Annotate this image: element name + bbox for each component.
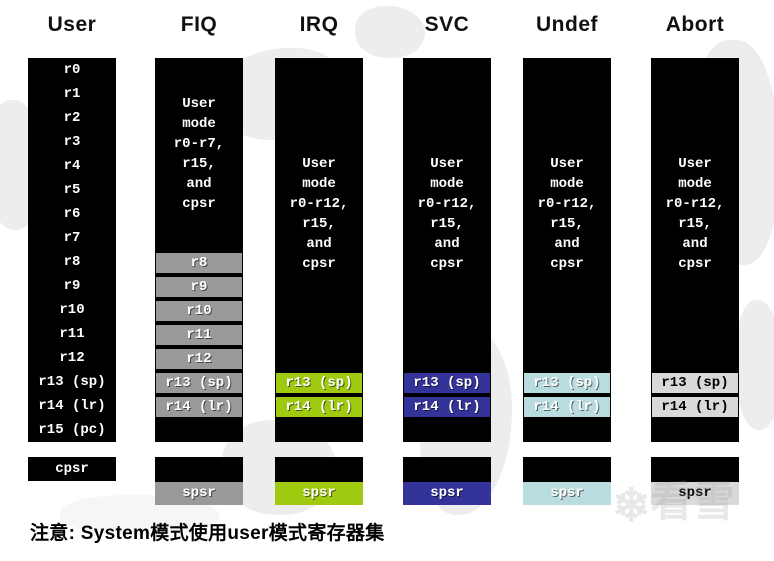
status-box-fiq: spsr	[155, 457, 243, 505]
register-cell-user-3: r3	[63, 134, 81, 150]
register-cell-user-4: r4	[63, 158, 81, 174]
banked-register-irq-1: r14 (lr)	[275, 396, 363, 418]
register-cell-user-14: r14 (lr)	[38, 398, 106, 414]
shared-note-area-svc: User mode r0-r12, r15, and cpsr	[403, 58, 491, 370]
map-watermark-blob	[735, 300, 774, 430]
banked-register-abort-0: r13 (sp)	[651, 372, 739, 394]
register-cell-user-11: r11	[59, 326, 85, 342]
mode-header-abort: Abort	[665, 13, 725, 36]
register-cell-user-6: r6	[63, 206, 81, 222]
register-cell-user-1: r1	[63, 86, 81, 102]
mode-header-undef: Undef	[536, 13, 598, 36]
snowflake-icon: ❄	[612, 478, 651, 531]
shared-note-text-irq: User mode r0-r12, r15, and cpsr	[289, 156, 349, 272]
register-cell-user-12: r12	[59, 350, 85, 366]
spsr-label-fiq: spsr	[155, 481, 243, 505]
banked-register-fiq-2: r10	[155, 300, 243, 322]
banked-register-fiq-3: r11	[155, 324, 243, 346]
mode-column-user: r0 r1 r2 r3 r4 r5 r6 r7 r8 r9 r10 r11 r12 r13 (sp) r14…	[28, 58, 116, 442]
status-box-irq: spsr	[275, 457, 363, 505]
banked-register-fiq-4: r12	[155, 348, 243, 370]
spsr-label-irq: spsr	[275, 481, 363, 505]
mode-column-abort: User mode r0-r12, r15, and cpsr r13 (sp) r…	[651, 58, 739, 442]
mode-header-user: User	[47, 13, 97, 36]
status-box-abort: spsr	[651, 457, 739, 505]
shared-note-area-undef: User mode r0-r12, r15, and cpsr	[523, 58, 611, 370]
banked-register-irq-0: r13 (sp)	[275, 372, 363, 394]
register-cell-user-0: r0	[63, 62, 81, 78]
register-cell-user-8: r8	[63, 254, 81, 270]
shared-note-area-fiq: User mode r0-r7, r15, and cpsr	[155, 58, 243, 250]
mode-header-svc: SVC	[424, 13, 470, 36]
spsr-label-svc: spsr	[403, 481, 491, 505]
mode-header-fiq: FIQ	[180, 13, 218, 36]
banked-register-fiq-6: r14 (lr)	[155, 396, 243, 418]
mode-column-svc: User mode r0-r12, r15, and cpsr r13 (sp) r…	[403, 58, 491, 442]
mode-column-undef: User mode r0-r12, r15, and cpsr r13 (sp) r…	[523, 58, 611, 442]
register-cell-user-7: r7	[63, 230, 81, 246]
spsr-label-undef: spsr	[523, 481, 611, 505]
banked-register-fiq-0: r8	[155, 252, 243, 274]
banked-register-fiq-5: r13 (sp)	[155, 372, 243, 394]
shared-note-text-fiq: User mode r0-r7, r15, and cpsr	[173, 96, 225, 212]
register-cell-user-9: r9	[63, 278, 81, 294]
status-box-user: cpsr	[28, 457, 116, 481]
register-cell-user-2: r2	[63, 110, 81, 126]
banked-register-abort-1: r14 (lr)	[651, 396, 739, 418]
shared-note-area-irq: User mode r0-r12, r15, and cpsr	[275, 58, 363, 370]
mode-column-fiq: User mode r0-r7, r15, and cpsr r8 r9 r10 r11…	[155, 58, 243, 442]
banked-register-undef-1: r14 (lr)	[523, 396, 611, 418]
shared-note-text-abort: User mode r0-r12, r15, and cpsr	[665, 156, 725, 272]
shared-note-text-undef: User mode r0-r12, r15, and cpsr	[537, 156, 597, 272]
register-cell-user-13: r13 (sp)	[38, 374, 106, 390]
register-cell-user-10: r10	[59, 302, 85, 318]
status-box-svc: spsr	[403, 457, 491, 505]
shared-note-text-svc: User mode r0-r12, r15, and cpsr	[417, 156, 477, 272]
shared-note-area-abort: User mode r0-r12, r15, and cpsr	[651, 58, 739, 370]
status-box-undef: spsr	[523, 457, 611, 505]
mode-column-irq: User mode r0-r12, r15, and cpsr r13 (sp) r…	[275, 58, 363, 442]
mode-header-irq: IRQ	[299, 13, 339, 36]
cpsr-label: cpsr	[55, 461, 89, 477]
register-cell-user-5: r5	[63, 182, 81, 198]
banked-register-fiq-1: r9	[155, 276, 243, 298]
banked-register-undef-0: r13 (sp)	[523, 372, 611, 394]
note-text: 注意: System模式使用user模式寄存器集	[30, 523, 385, 544]
banked-register-svc-1: r14 (lr)	[403, 396, 491, 418]
spsr-label-abort: spsr	[651, 481, 739, 505]
register-cell-user-15: r15 (pc)	[38, 422, 106, 438]
banked-register-svc-0: r13 (sp)	[403, 372, 491, 394]
